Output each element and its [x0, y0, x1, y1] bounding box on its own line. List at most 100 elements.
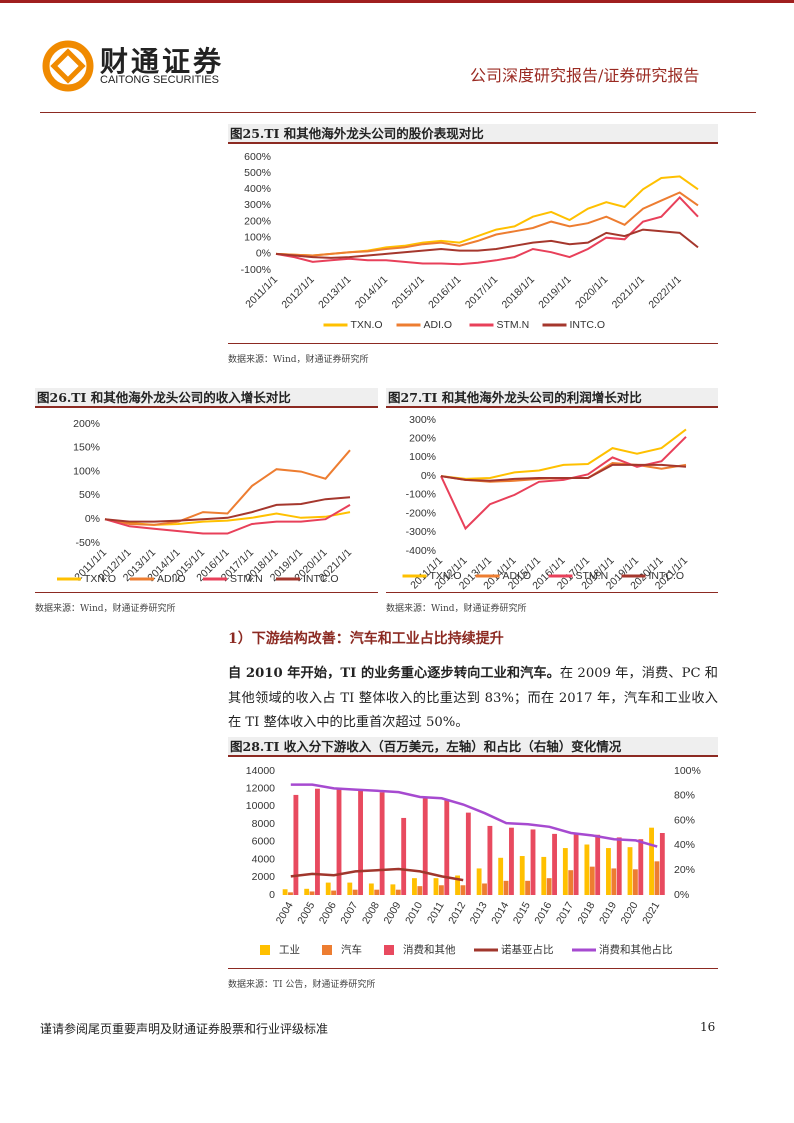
bar: [476, 868, 482, 895]
y-tick-label: 300%: [244, 199, 271, 211]
y-tick-label: 500%: [244, 167, 271, 179]
bar: [379, 792, 385, 895]
y-tick-label: 100%: [674, 765, 701, 777]
x-tick-label: 2004: [274, 900, 296, 926]
x-tick-label: 2013/1/1: [316, 273, 353, 310]
legend-label: ADI.O: [503, 570, 532, 582]
logo-en: CAITONG SECURITIES: [100, 74, 219, 86]
y-tick-label: -100%: [241, 264, 271, 276]
x-tick-label: 2005: [295, 900, 317, 926]
bar: [632, 869, 638, 895]
legend-swatch: [322, 945, 332, 955]
legend-swatch: [384, 945, 394, 955]
line-series: [290, 783, 658, 848]
bar: [465, 812, 471, 895]
bar: [519, 856, 525, 895]
figure-source: 数据来源：Wind，财通证券研究所: [228, 343, 718, 365]
x-tick-label: 2017/1/1: [463, 273, 500, 310]
y-tick-label: 0%: [421, 470, 436, 482]
bar: [288, 892, 293, 895]
bar: [498, 857, 504, 895]
footer-disclaimer: 谨请参阅尾页重要声明及财通证券股票和行业评级标准: [40, 1022, 329, 1036]
y-tick-label: 600%: [244, 151, 271, 163]
bar: [417, 886, 423, 895]
x-tick-label: 2011/1/1: [243, 273, 280, 310]
bar: [487, 825, 493, 895]
bar: [368, 883, 374, 895]
y-tick-label: 20%: [674, 864, 695, 876]
x-tick-label: 2018/1/1: [500, 273, 537, 310]
x-tick-label: 2006: [317, 900, 339, 926]
y-tick-label: 100%: [244, 231, 271, 243]
bar: [374, 889, 380, 895]
x-tick-label: 2022/1/1: [646, 273, 683, 310]
y-tick-label: 400%: [244, 183, 271, 195]
x-tick-label: 2007: [338, 900, 360, 926]
bar: [530, 829, 536, 895]
legend-label: TXN.O: [351, 319, 383, 331]
bar: [433, 878, 439, 895]
y-tick-label: 200%: [409, 432, 436, 444]
y-tick-label: 150%: [73, 442, 100, 454]
line-series: [104, 449, 351, 526]
x-tick-label: 2015: [511, 900, 533, 926]
chart: -100%0%100%200%300%400%500%600%2011/1/1 2…: [241, 151, 699, 331]
legend-label: 汽车: [341, 943, 362, 956]
bar: [422, 798, 428, 895]
header-rule: [40, 112, 756, 113]
figure-title: 图25.TI 和其他海外龙头公司的股价表现对比: [228, 124, 718, 144]
x-tick-label: 2016/1/1: [426, 273, 463, 310]
bar: [649, 827, 654, 895]
figure-source: 数据来源：Wind，财通证券研究所: [35, 592, 378, 614]
bar: [325, 882, 331, 895]
bar: [304, 888, 310, 895]
line-series: [275, 191, 699, 257]
legend-label: 消费和其他占比: [599, 943, 673, 956]
bar: [455, 875, 460, 895]
y-tick-label: 0%: [85, 513, 100, 525]
bar: [352, 889, 358, 895]
x-tick-label: 2019/1/1: [536, 273, 573, 310]
x-tick-label: 2021/1/1: [610, 273, 647, 310]
bar: [584, 844, 590, 895]
figure-source: 数据来源：TI 公告，财通证券研究所: [228, 968, 718, 990]
legend-label: INTC.O: [570, 319, 606, 331]
paragraph-text: 在 2009 年，消费、PC 和其他领域的收入占 TI 整体收入的比重达到 83…: [228, 666, 718, 730]
x-tick-label: 2015/1/1: [389, 273, 426, 310]
x-tick-label: 2008: [360, 900, 382, 926]
bar: [638, 839, 644, 895]
page-number: 16: [700, 1020, 716, 1034]
chart: 0 2000 4000 6000 8000 10000 12000 14000 0% 20% 40%…: [246, 765, 701, 956]
y-tick-label: -300%: [406, 526, 436, 538]
x-tick-label: 2019: [597, 900, 619, 926]
bar: [606, 848, 611, 895]
y-tick-label: 300%: [409, 414, 436, 426]
x-tick-label: 2010: [403, 900, 425, 926]
figure-title: 图26.TI 和其他海外龙头公司的收入增长对比: [35, 388, 378, 408]
y-tick-label: 40%: [674, 839, 695, 851]
bar: [611, 868, 617, 895]
bar: [573, 833, 579, 895]
y-tick-label: 14000: [246, 765, 275, 777]
y-tick-label: 200%: [244, 215, 271, 227]
y-tick-label: 60%: [674, 814, 695, 826]
x-tick-label: 2021: [640, 900, 662, 926]
bar: [293, 794, 299, 895]
y-tick-label: 80%: [674, 790, 695, 802]
bar: [503, 880, 509, 895]
line-series: [104, 496, 351, 523]
bar: [412, 878, 417, 895]
x-tick-label: 2012/1/1: [279, 273, 316, 310]
legend-label: INTC.O: [303, 573, 339, 585]
paragraph: 自 2010 年开始，TI 的业务重心逐步转向工业和汽车。在 2009 年，消费…: [228, 662, 718, 736]
y-tick-label: 4000: [252, 853, 276, 865]
bar: [401, 817, 407, 895]
legend-label: ADI.O: [424, 319, 453, 331]
y-tick-label: 2000: [252, 871, 276, 883]
y-tick-label: -50%: [75, 537, 100, 549]
y-tick-label: 50%: [79, 489, 100, 501]
legend-label: 诺基亚占比: [501, 943, 554, 956]
y-tick-label: -400%: [406, 545, 436, 557]
legend-label: 消费和其他: [403, 943, 456, 956]
x-tick-label: 2009: [381, 900, 403, 926]
